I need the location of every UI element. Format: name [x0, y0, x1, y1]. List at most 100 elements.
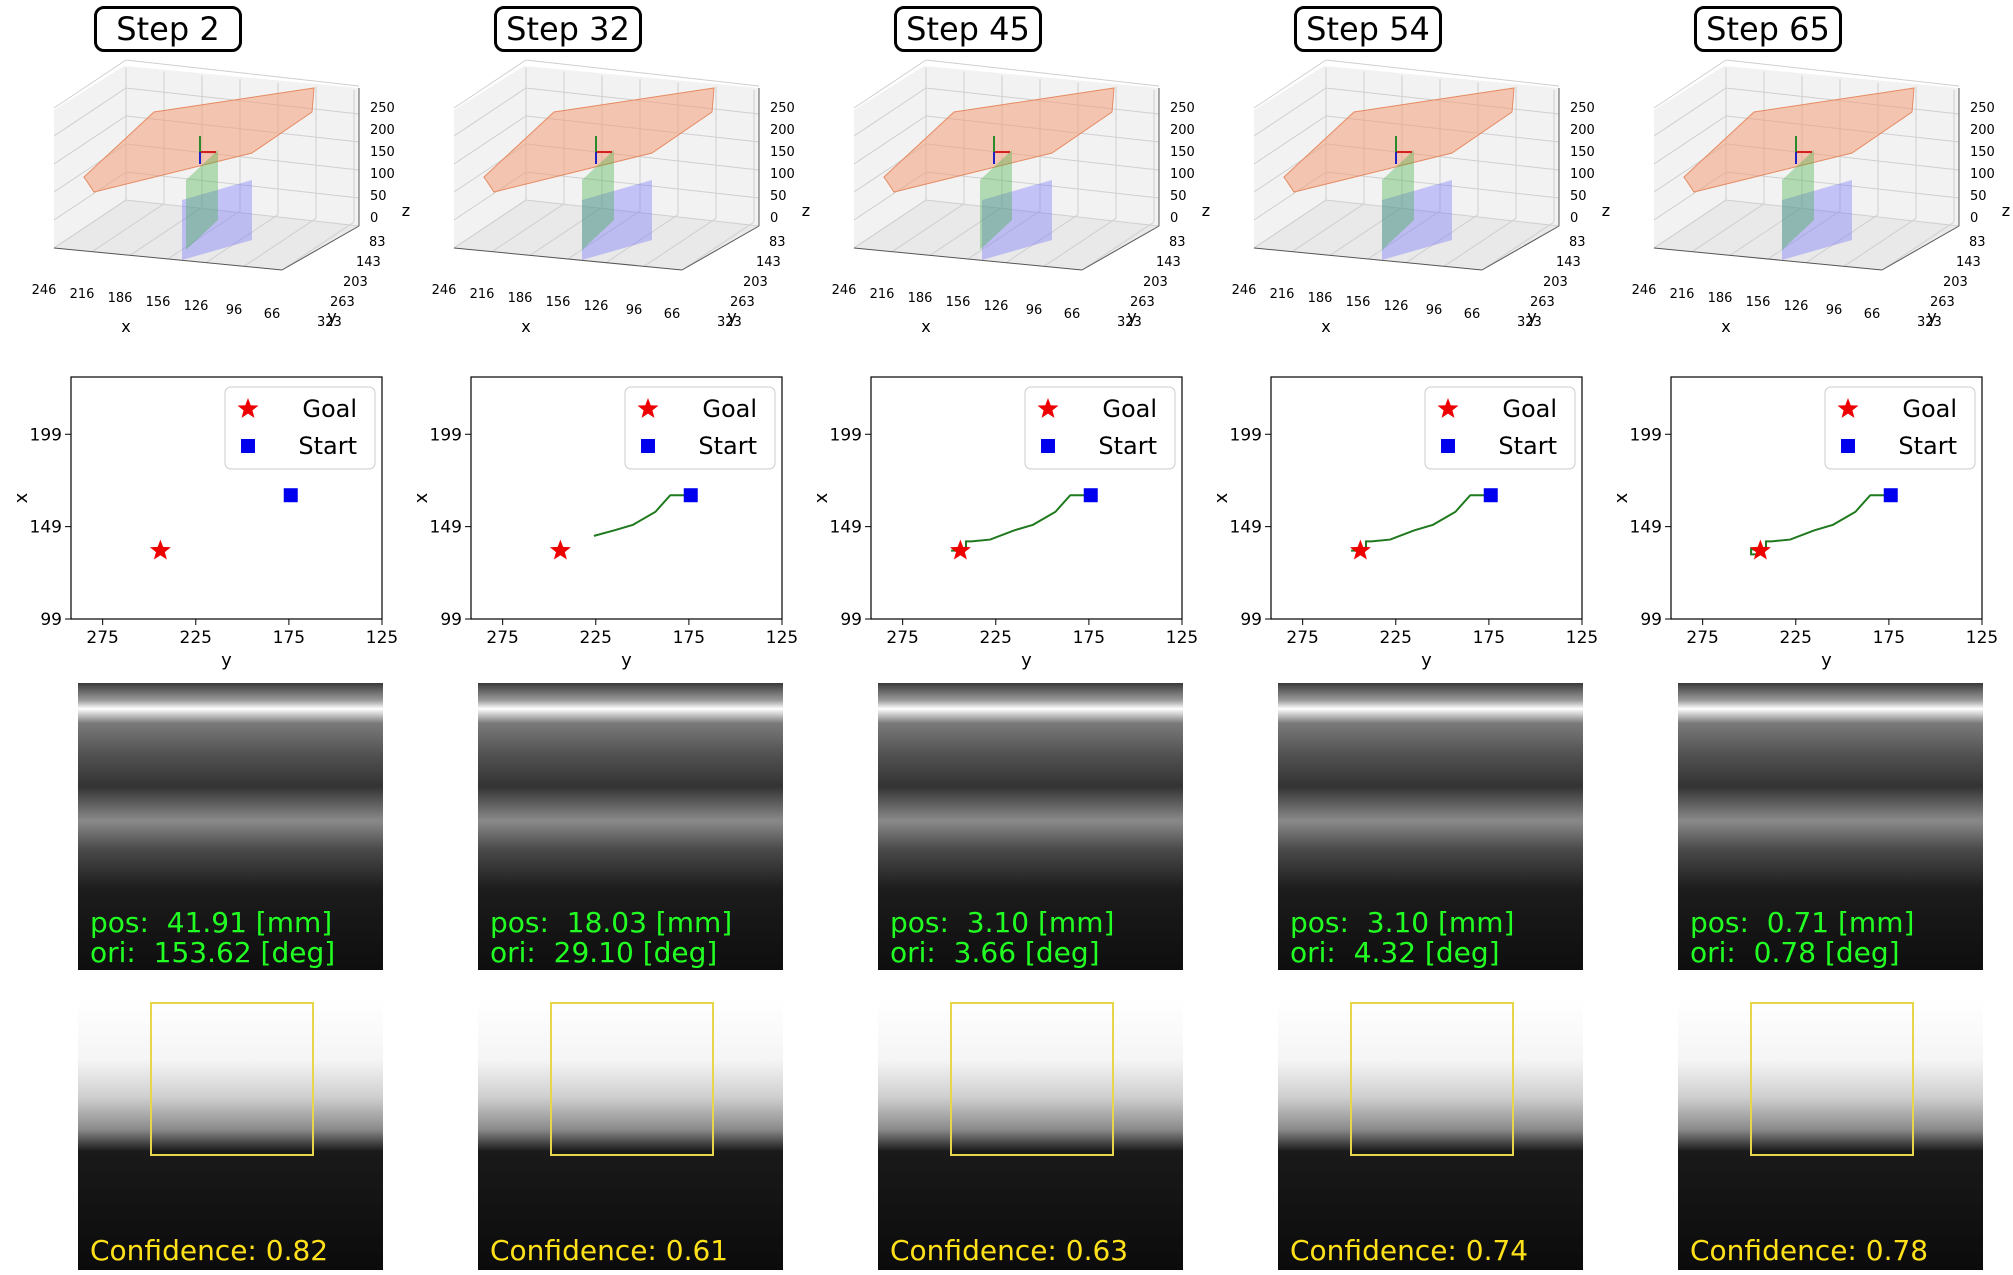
confidence-map: Confidence: 0.78 [1678, 1000, 1983, 1270]
y-tick-label: 199 [830, 425, 862, 445]
y-axis-label: x [1211, 492, 1232, 503]
y-axis-label: y [1527, 307, 1536, 326]
x-axis-line [1653, 247, 1883, 271]
x-axis-label: y [221, 650, 232, 671]
legend-start-marker [1441, 439, 1455, 453]
ori-value: 0.78 [deg] [1753, 936, 1900, 969]
legend-goal-marker [637, 398, 659, 418]
y-tick-label: 323 [1517, 315, 1542, 330]
pose-error-text: pos: 3.10 [mm] ori: 4.32 [deg] [1290, 908, 1514, 968]
z-tick-label: 200 [1970, 123, 1995, 138]
target-plane [982, 180, 1052, 260]
x-tick-label: 125 [1966, 628, 1998, 648]
ultrasound-image: pos: 3.10 [mm] ori: 4.32 [deg] [1278, 683, 1583, 970]
step-column: Step 65 246 216 186 156 126 96 66 83 143 203 263 323… [1611, 0, 2013, 1275]
x-tick-label: 216 [870, 287, 895, 302]
y-tick-label: 149 [30, 518, 62, 538]
y-tick-label: 323 [1117, 315, 1142, 330]
z-tick-label: 0 [1970, 211, 1978, 226]
tissue-surface [883, 87, 1115, 193]
y-tick-label: 99 [1640, 610, 1662, 630]
x-tick-label: 66 [1464, 307, 1481, 322]
x-axis-label: x [121, 317, 130, 336]
z-tick-label: 100 [370, 167, 395, 182]
ori-label: ori: [890, 936, 936, 969]
z-tick-label: 50 [1570, 189, 1587, 204]
y-tick-label: 143 [1956, 255, 1981, 270]
orientation-error: ori: 0.78 [deg] [1690, 938, 1914, 968]
y-tick-label: 83 [769, 235, 786, 250]
surface-3d-plot: 246 216 186 156 126 96 66 83 143 203 263 323 250 200 1… [432, 59, 810, 336]
y-axis-line [1881, 225, 1960, 271]
y-tick-label: 263 [1530, 295, 1555, 310]
ori-value: 29.10 [deg] [553, 936, 718, 969]
y-tick-label: 203 [1143, 275, 1168, 290]
pos-value: 41.91 [mm] [166, 906, 333, 939]
target-plane [1782, 180, 1852, 260]
x-tick-label: 275 [1286, 628, 1318, 648]
legend-start-label: Start [298, 432, 357, 460]
y-tick-label: 149 [430, 518, 462, 538]
z-axis-label: z [1602, 201, 1610, 220]
probe-plane [582, 150, 614, 250]
x-tick-label: 175 [673, 628, 705, 648]
confidence-value: 0.78 [1865, 1234, 1929, 1267]
legend-goal-marker [1437, 398, 1459, 418]
y-tick-label: 99 [40, 610, 62, 630]
trajectory-plot: 275 225 175 125 199 149 99 y x Goal Start [411, 376, 798, 671]
step-title: Step 54 [1294, 6, 1442, 52]
probe-plane [186, 150, 218, 250]
legend-box [1024, 386, 1176, 470]
confidence-label: Confidence: [1290, 1234, 1457, 1267]
ori-label: ori: [90, 936, 136, 969]
z-tick-label: 100 [1570, 167, 1595, 182]
z-tick-label: 50 [770, 189, 787, 204]
pos-label: pos: [490, 906, 549, 939]
y-tick-label: 83 [1569, 235, 1586, 250]
z-tick-label: 50 [1970, 189, 1987, 204]
x-tick-label: 246 [432, 283, 457, 298]
z-tick-label: 250 [1570, 101, 1595, 116]
position-error: pos: 3.10 [mm] [890, 908, 1114, 938]
x-axis-line [53, 247, 283, 271]
x-tick-label: 175 [1073, 628, 1105, 648]
confidence-roi [550, 1002, 714, 1156]
trajectory-plot: 275 225 175 125 199 149 99 y x Goal Start [1211, 376, 1598, 671]
y-tick-label: 143 [1156, 255, 1181, 270]
z-tick-label: 250 [1170, 101, 1195, 116]
y-tick-label: 83 [1169, 235, 1186, 250]
step-column: Step 32 246 216 186 156 126 96 66 83 143 203 263 323… [411, 0, 814, 1275]
grid-lines [1653, 59, 1960, 271]
probe-plane [1782, 150, 1814, 250]
x-tick-label: 246 [1232, 283, 1257, 298]
orientation-error: ori: 4.32 [deg] [1290, 938, 1514, 968]
x-tick-label: 175 [1873, 628, 1905, 648]
x-tick-label: 156 [146, 295, 171, 310]
legend-goal-label: Goal [1102, 395, 1157, 423]
probe-axes [1795, 136, 1812, 164]
y-axis-line [1081, 225, 1160, 271]
y-tick-label: 149 [1230, 518, 1262, 538]
ultrasound-image: pos: 0.71 [mm] ori: 0.78 [deg] [1678, 683, 1983, 970]
x-tick-label: 216 [70, 287, 95, 302]
x-tick-label: 96 [626, 303, 643, 318]
x-tick-label: 225 [580, 628, 612, 648]
y-tick-label: 99 [440, 610, 462, 630]
x-axis-label: y [621, 650, 632, 671]
grid-lines [53, 59, 360, 271]
pos-value: 18.03 [mm] [566, 906, 733, 939]
x-axis-label: x [521, 317, 530, 336]
y-tick-label: 149 [1630, 518, 1662, 538]
pos-label: pos: [1690, 906, 1749, 939]
confidence-value: 0.61 [665, 1234, 729, 1267]
x-tick-label: 275 [486, 628, 518, 648]
target-plane [582, 180, 652, 260]
y-tick-label: 99 [1240, 610, 1262, 630]
y-tick-label: 199 [1630, 425, 1662, 445]
x-axis-line [1253, 247, 1483, 271]
y-axis-line [281, 225, 360, 271]
y-axis-label: y [327, 307, 336, 326]
confidence-roi [1350, 1002, 1514, 1156]
z-tick-label: 150 [770, 145, 795, 160]
step-column: Step 2 246 216 186 156 126 96 66 83 143 203 263 323 2… [11, 0, 414, 1275]
